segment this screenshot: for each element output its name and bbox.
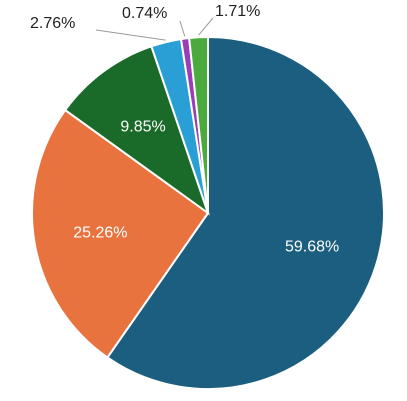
leader-line-4 (95, 29, 166, 41)
pie-slice-2 (31, 108, 210, 359)
pie-slice-1 (106, 35, 385, 390)
leader-line-6 (198, 17, 214, 36)
pie-slice-label-4: 2.76% (30, 15, 75, 32)
pie-slice-label-5: 0.74% (122, 5, 167, 22)
pie-slice-label-1: 59.68% (285, 239, 339, 256)
pie-slice-label-3: 9.85% (120, 118, 165, 135)
pie-labels: 59.68% 25.26% 9.85% 2.76% 0.74% 1.71% (30, 3, 339, 256)
pie-slices (31, 35, 385, 390)
pie-slice-3 (63, 45, 210, 216)
leader-line-5 (179, 20, 186, 37)
pie-slice-label-2: 25.26% (73, 224, 127, 241)
pie-slice-6 (188, 35, 209, 214)
pie-slice-label-6: 1.71% (215, 3, 260, 20)
